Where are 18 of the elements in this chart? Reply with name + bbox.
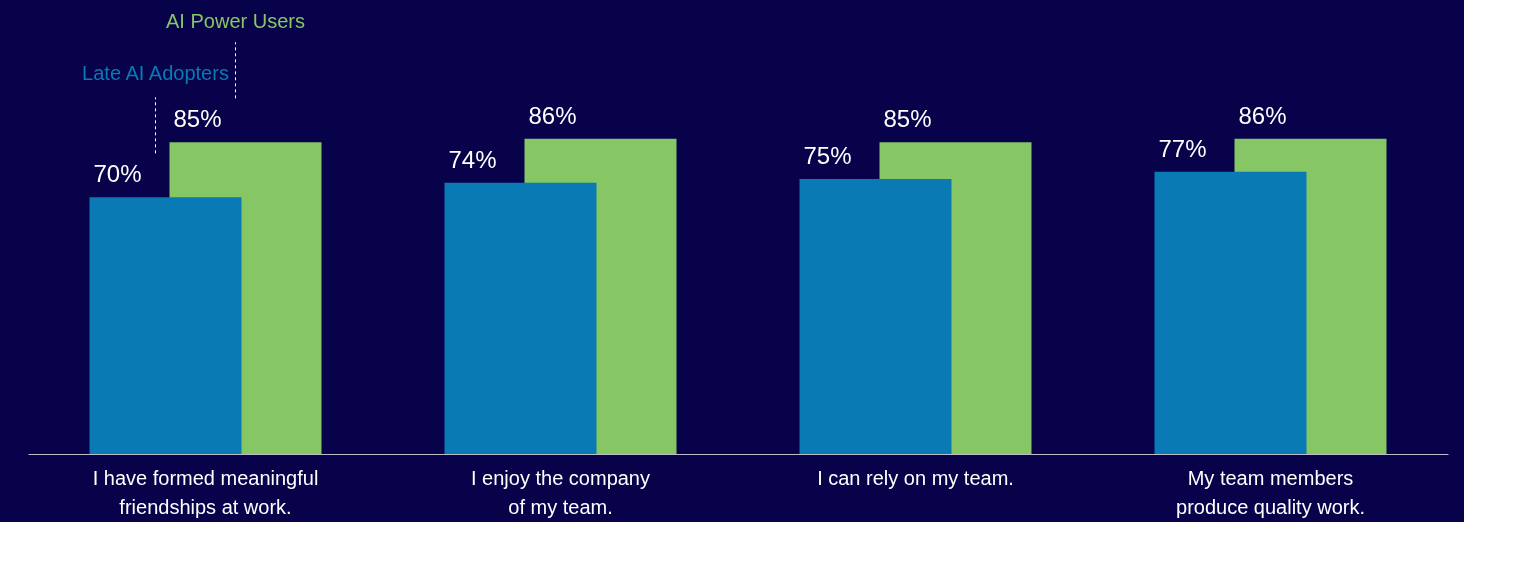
text: Late AI Adopters	[82, 62, 229, 84]
bar	[1154, 171, 1307, 454]
x-tick-label: My team members produce quality work.	[1176, 466, 1365, 518]
data-label: 75%	[803, 142, 852, 169]
data-label: 74%	[448, 145, 497, 173]
data-label: 85%	[173, 105, 222, 133]
bar	[89, 197, 242, 454]
data-label: 85%	[883, 105, 932, 133]
text: AI Power Users	[166, 10, 305, 32]
x-tick-label: I have formed meaningful friendships at work.	[92, 466, 319, 518]
bar	[799, 179, 952, 454]
data-label: 86%	[1238, 101, 1287, 129]
bar	[444, 182, 597, 454]
x-tick-label: I enjoy the company of my team.	[471, 466, 650, 518]
data-label: 77%	[1158, 134, 1207, 162]
x-tick-label: I can rely on my team.	[817, 466, 1014, 489]
data-label: 86%	[528, 101, 577, 129]
data-label: 70%	[93, 160, 142, 188]
